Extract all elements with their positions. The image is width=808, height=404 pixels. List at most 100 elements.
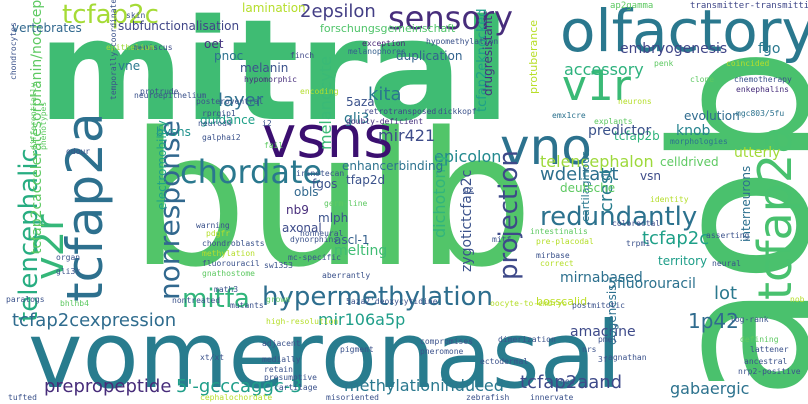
word-differentially: differentially	[29, 82, 38, 150]
word-territory: territory	[658, 254, 708, 268]
word-methylationinduced: methylationinduced	[344, 376, 504, 395]
word-emx1cre: emx1cre	[552, 111, 586, 120]
word-evolution: evolution	[684, 109, 740, 123]
word-doubly-deficient: doubly-deficient	[346, 117, 424, 126]
word-identity: identity	[650, 195, 689, 204]
word-chondrocytes: chondrocytes	[9, 22, 18, 80]
word-odour: odour	[66, 147, 91, 156]
word-gnathostome: gnathostome	[202, 269, 255, 278]
word-warning: warning	[196, 221, 230, 230]
word-retrotransposed: retrotransposed	[364, 107, 437, 116]
word-celldrived: celldrived	[660, 155, 719, 169]
word-nea: nea	[560, 377, 575, 386]
word-explants: explants	[594, 117, 633, 126]
word-fluorouracil: fluorouracil	[202, 259, 260, 268]
word-tcfap2aand: tcfap2aand	[520, 372, 623, 393]
word-bosscalid: bosscalid	[536, 295, 588, 308]
word-wdeltaet: wdeltaet	[540, 164, 619, 185]
word-mitf: mitf	[492, 235, 512, 244]
word-amacrine: amacrine	[570, 324, 636, 340]
word-meniscus: meniscus	[134, 43, 173, 52]
word-gz: gz	[464, 185, 474, 194]
word-innervate: innervate	[530, 393, 574, 402]
word-nonneural: nonneural	[300, 229, 344, 238]
word-pheromone: pheromone	[420, 347, 464, 356]
word-utterly: utterly	[734, 145, 781, 161]
word-chordate: chordate	[180, 153, 323, 191]
word-transmitter-transmitting: transmitter-transmitting	[690, 1, 808, 11]
word-lattener: lattener	[750, 345, 789, 354]
word-vomeronasal: vomeronasal	[28, 302, 622, 404]
word-1p42: 1p42	[688, 309, 739, 333]
word-organ: organ	[56, 253, 81, 262]
word-asserting: asserting	[706, 231, 750, 240]
word-germ-line: germ-line	[324, 199, 368, 208]
word-vne: vne	[118, 59, 141, 73]
word-ascl1: ascl-1	[334, 233, 370, 247]
word-mutants: mutants	[230, 301, 264, 310]
word-medially: medially	[262, 355, 301, 364]
word-clone: clone	[690, 75, 715, 84]
word-oet: oet	[204, 37, 224, 51]
word-misoriented: misoriented	[326, 393, 379, 402]
word-5aza: 5aza	[346, 95, 375, 109]
word-2epsilon: 2epsilon	[300, 1, 376, 22]
word-encoding: encoding	[300, 87, 339, 96]
word-mlph: mlph	[318, 211, 349, 225]
word-mgc803-5fu: mgc803/5fu	[736, 109, 785, 118]
word-knob: knob	[676, 123, 711, 139]
word-gli3r: gli3r	[56, 267, 81, 276]
word-3f: 3f	[598, 355, 608, 364]
word-duplication: duplication	[396, 49, 463, 63]
word-math3: math3	[214, 285, 239, 294]
word-morphologies: morphologies	[670, 137, 728, 146]
word-epicolon: epicolon	[434, 147, 502, 166]
word-mir106a5p: mir106a5p	[318, 310, 406, 329]
word-high-resolution: high-resolution	[266, 317, 339, 326]
word-ectodermal: ectodermal	[480, 357, 529, 366]
word-hypomorphic: hypomorphic	[244, 75, 297, 84]
word-kita: kita	[368, 84, 402, 105]
word-paralogs: paralogs	[6, 295, 45, 304]
word-correct: correct	[540, 259, 574, 268]
word-protuberance: protuberance	[527, 19, 540, 94]
word-grown: grown	[266, 295, 291, 304]
word-exception: exception	[362, 39, 406, 48]
word-zebrafish: zebrafish	[466, 393, 510, 402]
word-pmel: pmel	[598, 335, 618, 344]
word-protrude: protrude	[140, 87, 179, 96]
word-5aza2deoxycytidine: 5aza2'deoxycytidine	[346, 297, 438, 306]
word-predictor: predictor	[588, 123, 652, 139]
word-phenotypes: phenotypes	[39, 101, 48, 150]
word-penk: penk	[654, 59, 674, 68]
word-accessory: accessory	[564, 60, 644, 79]
word-methylation: methylation	[202, 249, 255, 258]
word-5gcccaggc3: 5'-gcccaggc-3	[176, 376, 302, 397]
word-tcfap2c-top: tcfap2c	[62, 0, 159, 30]
word-ap2gamma: ap2gamma	[610, 1, 654, 11]
word-neural: neural	[712, 259, 741, 268]
word-dynorphins: dynorphins	[290, 235, 339, 244]
word-lamination: lamination	[242, 1, 306, 15]
word-chemotherapy: chemotherapy	[734, 75, 792, 84]
word-skin: skin	[126, 11, 146, 20]
word-ancestral: ancestral	[744, 357, 788, 366]
word-gabaergic: gabaergic	[670, 379, 750, 398]
word-obls: obls	[294, 185, 319, 199]
word-melting: melting	[334, 243, 388, 259]
word-enhancerbinding: enhancerbinding	[342, 159, 444, 173]
word-embryogenesis: embryogenesis	[620, 41, 728, 57]
word-galphai2: galphai2	[202, 133, 241, 142]
word-pdgfr: pdgfr	[206, 229, 231, 238]
word-layer: layer	[218, 90, 264, 111]
word-colorectal: colorectal	[612, 219, 661, 228]
word-neurod4: neurod4	[198, 119, 232, 128]
word-nontreated: nontreated	[172, 296, 221, 305]
word-fgo: fgo	[758, 41, 781, 57]
word-compromises: compromises	[420, 337, 473, 346]
word-bvsns: bvsns	[156, 125, 191, 139]
word-telencephalon: telencephalon	[540, 152, 654, 171]
word-v1r: v1r	[562, 61, 631, 110]
word-intestinalis: intestinalis	[530, 227, 588, 236]
